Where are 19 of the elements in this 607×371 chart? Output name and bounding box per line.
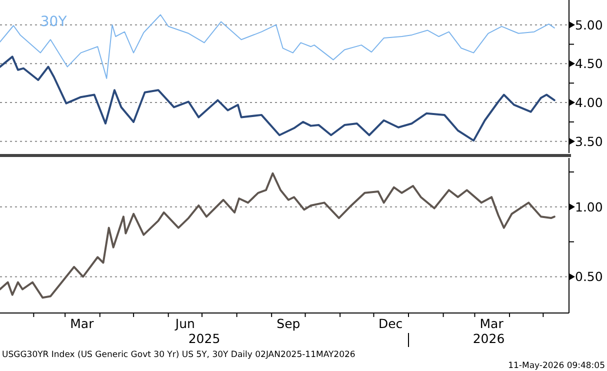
x-tick-label: Jun bbox=[174, 316, 195, 331]
series-label: 30Y bbox=[40, 14, 68, 30]
x-tick-label: Mar bbox=[480, 316, 504, 331]
x-tick-label: Dec bbox=[378, 316, 403, 331]
y-tick-label: 3.50 bbox=[575, 134, 603, 149]
text: 2026 bbox=[472, 331, 505, 346]
y-tick-label: 1.00 bbox=[575, 199, 603, 214]
line-series bbox=[0, 172, 556, 299]
text: 11-May-2026 09:48:05 bbox=[508, 361, 605, 371]
y-tick-label: 5.00 bbox=[575, 17, 603, 32]
line-series bbox=[0, 14, 555, 79]
x-tick-label: Mar bbox=[70, 316, 95, 331]
text: 2025 bbox=[188, 331, 220, 346]
text: USGG30YR Index (US Generic Govt 30 Yr) US 5Y, 30Y Daily 02JAN2025-11MAY2026 bbox=[2, 350, 356, 360]
x-tick-label: Sep bbox=[276, 316, 300, 331]
y-tick-label: 4.50 bbox=[575, 56, 603, 72]
y-tick-label: 0.50 bbox=[575, 269, 603, 284]
y-tick-label: 4.00 bbox=[575, 95, 603, 110]
line-series bbox=[0, 56, 556, 142]
